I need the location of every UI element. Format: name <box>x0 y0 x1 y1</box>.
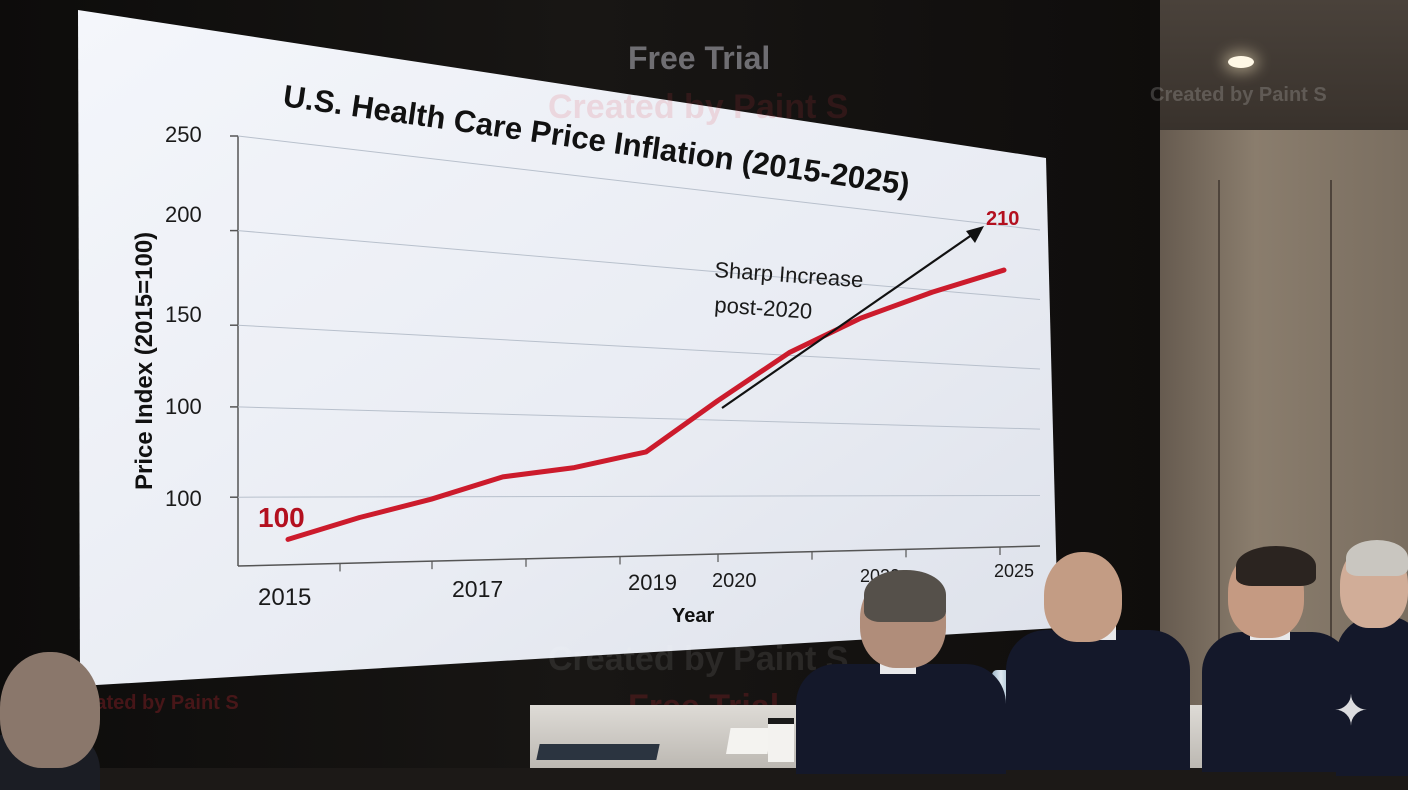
y-tick-label: 100 <box>165 394 202 419</box>
start-value-label: 100 <box>258 502 305 533</box>
coffee-cup <box>768 718 794 762</box>
x-tick-label: 2019 <box>628 570 677 595</box>
y-tick-label: 200 <box>165 202 202 227</box>
x-tick-label: 2025 <box>994 561 1034 581</box>
y-axis-label: Price Index (2015=100) <box>131 232 158 490</box>
watermark-created-by: Created by Paint S <box>548 640 848 679</box>
y-tick-label: 100 <box>165 486 202 511</box>
sparkle-icon: ✦ <box>1330 690 1372 732</box>
x-axis-label: Year <box>672 605 714 627</box>
x-tick-label: 2020 <box>712 570 757 592</box>
watermark-created-by: Created by Paint S <box>548 88 848 127</box>
x-tick-label: 2015 <box>258 584 311 611</box>
y-tick-label: 150 <box>165 302 202 327</box>
y-tick-label: 250 <box>165 122 202 147</box>
watermark-created-by: Created by Paint S <box>1150 84 1327 107</box>
name-tent <box>726 728 772 754</box>
watermark-free-trial: Free Trial <box>628 40 770 77</box>
x-tick-label: 2017 <box>452 576 503 602</box>
tablet-device <box>536 744 659 760</box>
end-value-label: 210 <box>986 208 1019 230</box>
